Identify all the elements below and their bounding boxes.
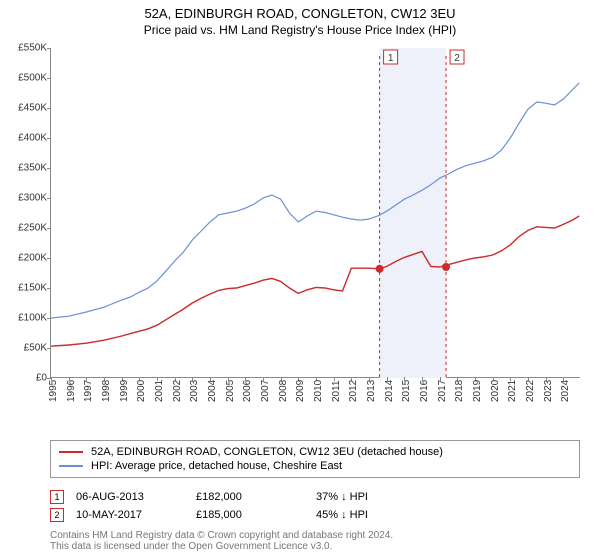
x-axis-label: 2011 xyxy=(331,380,342,402)
x-axis-label: 2003 xyxy=(189,380,200,402)
event-row: 2 10-MAY-2017£185,00045% ↓ HPI xyxy=(50,506,436,524)
event-delta: 45% ↓ HPI xyxy=(316,509,436,521)
chart-svg: 12 xyxy=(51,48,581,378)
event-price: £182,000 xyxy=(196,491,316,503)
y-axis-label: £300K xyxy=(3,193,47,204)
x-axis-label: 2016 xyxy=(419,380,430,402)
x-axis-label: 2021 xyxy=(507,380,518,402)
svg-text:1: 1 xyxy=(388,53,394,64)
y-axis-label: £550K xyxy=(3,43,47,54)
y-axis-label: £50K xyxy=(3,343,47,354)
x-axis-label: 2013 xyxy=(366,380,377,402)
event-marker: 2 xyxy=(50,508,64,522)
x-axis-label: 2002 xyxy=(172,380,183,402)
svg-text:2: 2 xyxy=(454,53,460,64)
event-date: 06-AUG-2013 xyxy=(76,491,196,503)
x-axis-label: 1996 xyxy=(66,380,77,402)
legend-item: HPI: Average price, detached house, Ches… xyxy=(59,459,571,473)
chart-subtitle: Price paid vs. HM Land Registry's House … xyxy=(0,21,600,37)
legend-label: 52A, EDINBURGH ROAD, CONGLETON, CW12 3EU… xyxy=(91,446,443,458)
y-axis-label: £200K xyxy=(3,253,47,264)
x-axis-label: 2017 xyxy=(437,380,448,402)
event-date: 10-MAY-2017 xyxy=(76,509,196,521)
x-axis-label: 2009 xyxy=(295,380,306,402)
x-axis-label: 2004 xyxy=(207,380,218,402)
x-axis-label: 2010 xyxy=(313,380,324,402)
y-axis-label: £500K xyxy=(3,73,47,84)
x-axis-label: 2024 xyxy=(560,380,571,402)
y-axis-label: £150K xyxy=(3,283,47,294)
x-axis-label: 1995 xyxy=(48,380,59,402)
x-axis-label: 2022 xyxy=(525,380,536,402)
footer-line-1: Contains HM Land Registry data © Crown c… xyxy=(50,530,393,541)
event-delta: 37% ↓ HPI xyxy=(316,491,436,503)
y-axis-label: £450K xyxy=(3,103,47,114)
legend-swatch xyxy=(59,465,83,467)
series-hpi xyxy=(51,83,579,318)
y-axis-label: £0 xyxy=(3,373,47,384)
event-row: 1 06-AUG-2013£182,00037% ↓ HPI xyxy=(50,488,436,506)
x-axis-label: 2019 xyxy=(472,380,483,402)
x-axis-label: 1999 xyxy=(119,380,130,402)
footer-attribution: Contains HM Land Registry data © Crown c… xyxy=(50,530,393,552)
chart-container: 52A, EDINBURGH ROAD, CONGLETON, CW12 3EU… xyxy=(0,0,600,560)
x-axis-label: 2007 xyxy=(260,380,271,402)
y-axis-label: £100K xyxy=(3,313,47,324)
legend-item: 52A, EDINBURGH ROAD, CONGLETON, CW12 3EU… xyxy=(59,445,571,459)
x-axis-label: 2014 xyxy=(384,380,395,402)
event-price: £185,000 xyxy=(196,509,316,521)
legend: 52A, EDINBURGH ROAD, CONGLETON, CW12 3EU… xyxy=(50,440,580,478)
chart-title: 52A, EDINBURGH ROAD, CONGLETON, CW12 3EU xyxy=(0,0,600,21)
x-axis-label: 2006 xyxy=(242,380,253,402)
x-axis-label: 2023 xyxy=(543,380,554,402)
event-marker: 1 xyxy=(50,490,64,504)
x-axis-label: 2000 xyxy=(136,380,147,402)
y-axis-label: £250K xyxy=(3,223,47,234)
x-axis-label: 2012 xyxy=(348,380,359,402)
y-axis-label: £400K xyxy=(3,133,47,144)
x-axis-label: 1997 xyxy=(83,380,94,402)
x-axis-label: 1998 xyxy=(101,380,112,402)
series-property xyxy=(51,216,579,346)
x-axis-label: 2018 xyxy=(454,380,465,402)
legend-label: HPI: Average price, detached house, Ches… xyxy=(91,460,342,472)
events-table: 1 06-AUG-2013£182,00037% ↓ HPI 2 10-MAY-201… xyxy=(50,488,436,524)
legend-swatch xyxy=(59,451,83,453)
x-axis-label: 2001 xyxy=(154,380,165,402)
footer-line-2: This data is licensed under the Open Gov… xyxy=(50,541,393,552)
x-axis-label: 2020 xyxy=(490,380,501,402)
x-axis-label: 2015 xyxy=(401,380,412,402)
chart-plot: 12 £0£50K£100K£150K£200K£250K£300K£350K£… xyxy=(50,48,580,398)
x-axis-label: 2005 xyxy=(225,380,236,402)
x-axis-label: 2008 xyxy=(278,380,289,402)
y-axis-label: £350K xyxy=(3,163,47,174)
